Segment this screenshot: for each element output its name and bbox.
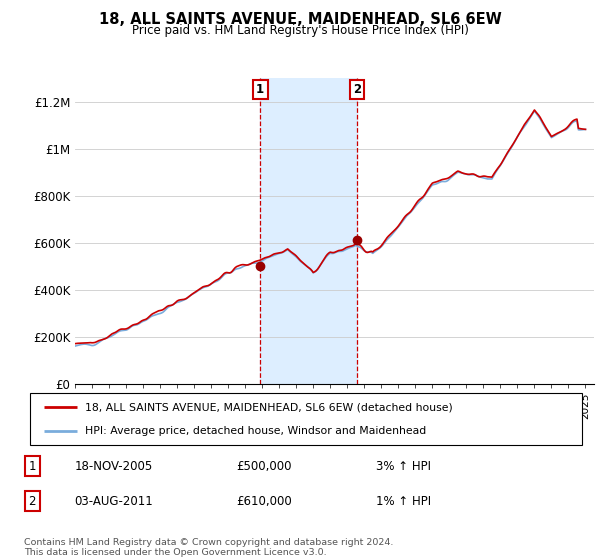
Text: Contains HM Land Registry data © Crown copyright and database right 2024.
This d: Contains HM Land Registry data © Crown c…: [24, 538, 394, 557]
Text: 18-NOV-2005: 18-NOV-2005: [74, 460, 152, 473]
Bar: [260, 78, 357, 384]
Text: HPI: Average price, detached house, Windsor and Maidenhead: HPI: Average price, detached house, Wind…: [85, 426, 427, 436]
Text: £500,000: £500,000: [236, 460, 292, 473]
Text: 18, ALL SAINTS AVENUE, MAIDENHEAD, SL6 6EW: 18, ALL SAINTS AVENUE, MAIDENHEAD, SL6 6…: [98, 12, 502, 27]
FancyBboxPatch shape: [30, 393, 582, 445]
Text: 1: 1: [256, 83, 264, 96]
Text: 03-AUG-2011: 03-AUG-2011: [74, 494, 153, 508]
Text: £610,000: £610,000: [236, 494, 292, 508]
Text: 1% ↑ HPI: 1% ↑ HPI: [376, 494, 431, 508]
Text: 2: 2: [29, 494, 36, 508]
Text: 3% ↑ HPI: 3% ↑ HPI: [376, 460, 431, 473]
Text: 2: 2: [353, 83, 361, 96]
Text: 1: 1: [29, 460, 36, 473]
Text: 18, ALL SAINTS AVENUE, MAIDENHEAD, SL6 6EW (detached house): 18, ALL SAINTS AVENUE, MAIDENHEAD, SL6 6…: [85, 402, 453, 412]
Text: Price paid vs. HM Land Registry's House Price Index (HPI): Price paid vs. HM Land Registry's House …: [131, 24, 469, 36]
